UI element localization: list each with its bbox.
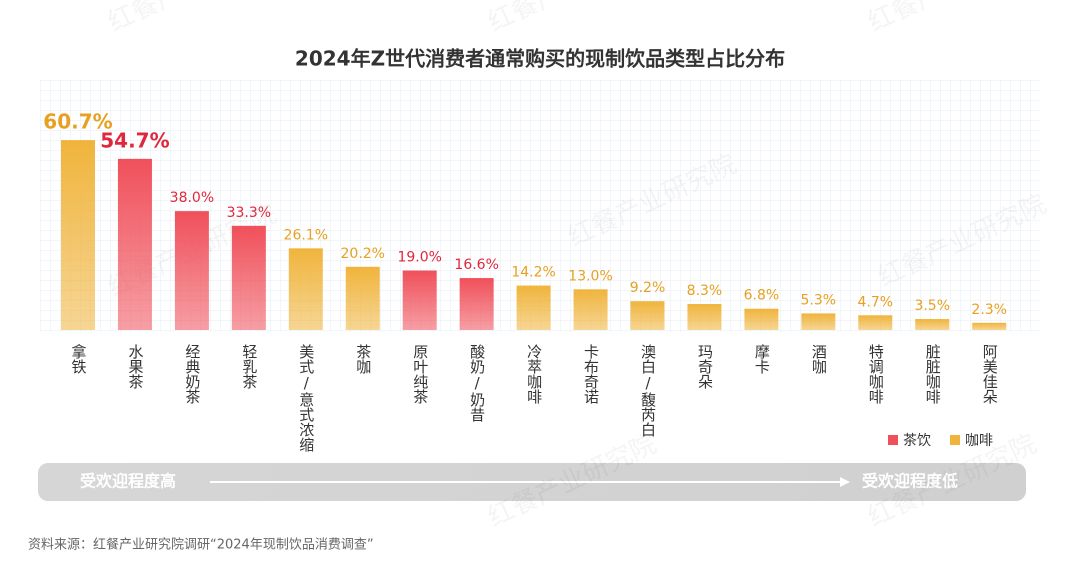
- bar: [117, 158, 152, 330]
- value-label: 54.7%: [100, 128, 169, 152]
- bar: [402, 270, 437, 330]
- bar: [231, 225, 266, 330]
- arrow-head: [840, 477, 850, 487]
- x-tick-label: 美式/意式浓缩: [297, 344, 315, 452]
- bar: [801, 313, 836, 330]
- source: 资料来源：红餐产业研究院调研“2024年现制饮品消费调查”: [28, 537, 374, 553]
- bar: [345, 266, 380, 330]
- legend-swatch: [888, 435, 898, 445]
- value-label: 33.3%: [227, 205, 271, 221]
- watermark: 红餐产业研究院: [863, 0, 1041, 38]
- bar: [630, 301, 665, 330]
- watermark: 红餐产业研究院: [483, 0, 661, 38]
- bar: [915, 319, 950, 330]
- value-label: 26.1%: [284, 227, 328, 243]
- value-label: 5.3%: [801, 292, 837, 308]
- bar: [516, 285, 551, 330]
- legend-label: 茶饮: [903, 433, 931, 449]
- arrow-end-label: 受欢迎程度低: [862, 472, 958, 491]
- chart-title: 2024年Z世代消费者通常购买的现制饮品类型占比分布: [295, 47, 785, 71]
- bar: [744, 308, 779, 330]
- bar: [573, 289, 608, 330]
- value-label: 19.0%: [397, 250, 441, 266]
- x-tick-label: 水果茶: [126, 344, 144, 389]
- x-tick-label: 经典奶茶: [183, 344, 201, 404]
- x-tick-label: 茶咖: [354, 344, 372, 375]
- value-label: 3.5%: [914, 298, 950, 314]
- value-label: 8.3%: [687, 283, 723, 299]
- bar: [174, 211, 209, 330]
- value-label: 14.2%: [511, 265, 555, 281]
- value-label: 6.8%: [744, 288, 780, 304]
- x-tick-label: 脏脏咖啡: [924, 344, 942, 404]
- value-label: 16.6%: [454, 257, 498, 273]
- bar: [288, 248, 323, 330]
- legend-swatch: [950, 435, 960, 445]
- x-tick-label: 原叶纯茶: [411, 344, 429, 404]
- value-label: 60.7%: [43, 110, 112, 134]
- bar: [61, 140, 95, 330]
- bar: [858, 315, 893, 330]
- x-tick-label: 拿铁: [70, 343, 88, 374]
- value-label: 38.0%: [170, 190, 214, 206]
- value-label: 20.2%: [341, 246, 385, 262]
- x-tick-label: 酒咖: [810, 344, 828, 375]
- bar: [972, 322, 1007, 330]
- value-label: 2.3%: [971, 302, 1007, 318]
- arrow-start-label: 受欢迎程度高: [80, 472, 176, 491]
- x-tick-label: 特调咖啡: [867, 344, 885, 404]
- x-tick-label: 澳白/馥芮白: [639, 344, 657, 437]
- value-label: 13.0%: [568, 268, 612, 284]
- x-tick-label: 酸奶/奶昔: [468, 344, 486, 422]
- x-tick-label: 阿美佳朵: [981, 344, 999, 404]
- bar: [687, 304, 722, 330]
- legend-label: 咖啡: [965, 433, 993, 449]
- watermark: 红餐产业研究院: [103, 0, 281, 38]
- x-tick-label: 冷萃咖啡: [525, 344, 543, 404]
- x-tick-label: 摩卡: [753, 343, 771, 374]
- x-tick-label: 轻乳茶: [240, 344, 258, 389]
- value-label: 4.7%: [858, 294, 894, 310]
- x-tick-label: 玛奇朵: [696, 344, 714, 389]
- value-label: 9.2%: [630, 280, 666, 296]
- bar: [459, 278, 494, 330]
- x-tick-label: 卡布奇诺: [582, 344, 600, 404]
